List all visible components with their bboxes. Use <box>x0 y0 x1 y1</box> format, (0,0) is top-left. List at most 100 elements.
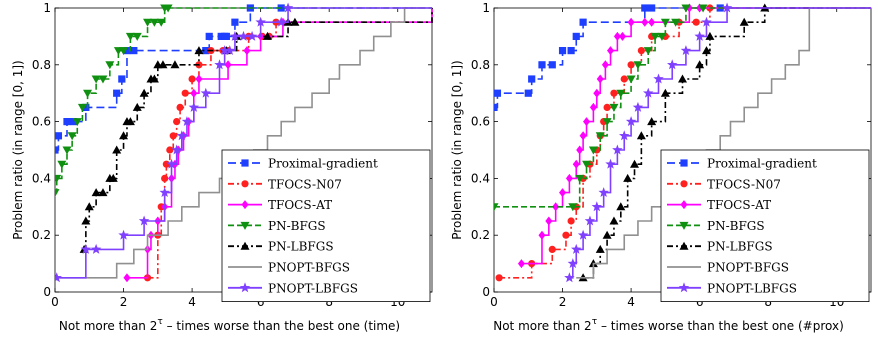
data-point <box>159 187 170 198</box>
data-point <box>171 144 182 155</box>
legend-marker <box>241 200 249 210</box>
x-tick-label: 2 <box>120 295 128 309</box>
legend-label: TFOCS-AT <box>268 198 332 212</box>
data-point <box>657 32 667 41</box>
legend-item: PN-BFGS <box>667 219 765 233</box>
y-axis-label: Problem ratio (in range [0, 1]) <box>450 60 464 239</box>
data-point <box>188 75 196 83</box>
data-point <box>290 17 300 26</box>
legend-marker <box>240 241 250 250</box>
data-point <box>55 174 62 183</box>
data-point <box>82 103 90 111</box>
data-point <box>176 130 188 141</box>
y-tick-label: 0.6 <box>471 115 490 129</box>
data-point <box>577 229 589 240</box>
data-point <box>564 272 575 283</box>
data-point <box>246 30 258 41</box>
data-point <box>202 47 210 55</box>
legend-item: PNOPT-LBFGS <box>667 281 797 295</box>
legend-item: PN-LBFGS <box>228 240 334 254</box>
data-point <box>57 160 67 169</box>
data-point <box>169 132 177 140</box>
legend-marker <box>680 200 688 210</box>
legend-item: Proximal-gradient <box>228 157 378 171</box>
data-point <box>648 17 656 27</box>
data-point <box>222 32 230 40</box>
legend-marker <box>679 221 689 230</box>
data-point <box>194 46 204 55</box>
data-point <box>113 89 121 97</box>
data-point <box>80 243 92 254</box>
y-tick-label: 0.2 <box>32 228 51 242</box>
data-point <box>627 61 635 69</box>
data-point <box>648 4 656 12</box>
legend-label: PNOPT-BFGS <box>268 261 350 275</box>
data-point <box>119 131 129 140</box>
legend-marker <box>678 282 690 293</box>
data-point <box>190 88 198 98</box>
data-point <box>90 243 102 254</box>
data-point <box>105 61 115 70</box>
data-point <box>641 17 649 27</box>
data-point <box>601 60 609 70</box>
data-point <box>647 117 657 126</box>
data-point <box>632 101 644 112</box>
legend-label: Proximal-gradient <box>707 157 817 171</box>
data-point <box>119 47 129 56</box>
y-tick-label: 0 <box>43 285 51 299</box>
data-point <box>576 145 584 155</box>
data-point <box>660 88 670 97</box>
legend-item: TFOCS-N07 <box>228 177 342 191</box>
data-point <box>739 17 749 26</box>
y-tick-label: 0.2 <box>471 228 490 242</box>
data-point <box>627 17 635 27</box>
data-point <box>123 47 131 55</box>
data-point <box>156 18 166 27</box>
legend-label: TFOCS-N07 <box>268 177 342 191</box>
data-point <box>595 244 605 253</box>
data-point <box>595 132 605 141</box>
legend-marker <box>241 180 249 188</box>
data-point <box>680 45 692 56</box>
data-point <box>548 61 556 69</box>
data-point <box>671 18 681 27</box>
data-point <box>55 146 59 154</box>
data-point <box>593 88 601 98</box>
data-point <box>598 187 609 198</box>
y-tick-label: 0 <box>482 285 490 299</box>
y-axis-label: Problem ratio (in range [0, 1]) <box>11 60 25 239</box>
legend-label: PN-LBFGS <box>268 240 334 254</box>
data-point <box>643 87 654 98</box>
legend-item: PN-BFGS <box>228 219 326 233</box>
data-point <box>112 145 122 154</box>
data-point <box>609 216 619 225</box>
legend-item: PNOPT-BFGS <box>667 261 789 275</box>
data-point <box>678 74 687 83</box>
data-point <box>55 189 60 198</box>
data-point <box>558 47 567 55</box>
data-point <box>612 144 623 155</box>
data-point <box>602 230 612 239</box>
y-tick-label: 0.8 <box>471 58 490 72</box>
data-point <box>67 132 77 141</box>
data-point <box>125 32 135 41</box>
data-point <box>162 160 170 168</box>
legend <box>660 149 870 303</box>
data-point <box>188 101 200 112</box>
data-point <box>625 116 637 127</box>
legend <box>221 149 431 303</box>
series-pn-bfgs <box>494 4 871 212</box>
data-point <box>224 45 236 56</box>
legend-label: PN-BFGS <box>268 219 326 233</box>
data-point <box>132 32 142 41</box>
data-point <box>231 18 239 26</box>
data-point <box>721 2 733 13</box>
series-pnopt-lbfgs <box>564 2 871 283</box>
data-point <box>616 89 626 98</box>
legend-marker <box>680 159 688 167</box>
data-point <box>552 202 560 212</box>
legend-label: TFOCS-N07 <box>707 177 781 191</box>
x-axis-label: Not more than 2τ – times worse than the … <box>493 317 844 333</box>
data-point <box>494 203 499 212</box>
